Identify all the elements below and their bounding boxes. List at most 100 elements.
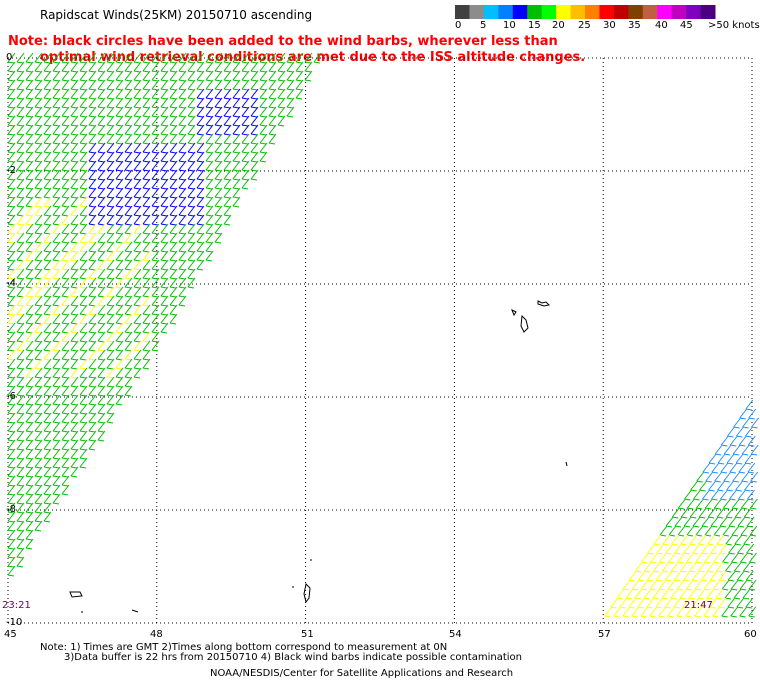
wind-barb	[151, 205, 160, 217]
wind-barb	[142, 313, 151, 325]
wind-barb	[214, 79, 223, 91]
wind-barb	[142, 61, 151, 73]
wind-barb	[719, 543, 728, 555]
wind-barb	[151, 340, 160, 352]
wind-barb	[34, 439, 43, 451]
wind-barb	[169, 169, 178, 181]
wind-barb	[61, 70, 70, 82]
wind-barb	[61, 115, 70, 127]
wind-barb	[88, 106, 97, 118]
wind-barb	[106, 178, 115, 190]
wind-barb	[124, 376, 133, 388]
wind-barb	[25, 385, 34, 397]
wind-barb	[160, 61, 169, 73]
wind-barb	[205, 97, 214, 109]
wind-barb	[741, 444, 750, 456]
colorbar-swatch	[585, 5, 600, 19]
wind-barb	[70, 259, 79, 271]
wind-barb	[16, 385, 25, 397]
wind-barb	[196, 97, 205, 109]
wind-barb	[52, 115, 61, 127]
wind-barb	[97, 322, 106, 334]
wind-barb	[667, 606, 676, 618]
wind-barb	[7, 61, 16, 73]
colorbar-label: 20	[552, 20, 565, 31]
wind-barb	[16, 331, 25, 343]
wind-barb	[16, 349, 25, 361]
wind-barb	[133, 205, 142, 217]
wind-barb	[25, 151, 34, 163]
wind-barb	[740, 498, 749, 510]
wind-barb	[124, 214, 133, 226]
wind-barb	[713, 552, 721, 564]
wind-barb	[277, 88, 286, 100]
colorbar-swatch	[498, 5, 514, 19]
wind-barb	[205, 142, 214, 154]
wind-barb	[686, 498, 695, 510]
wind-barb	[142, 223, 151, 235]
wind-barb	[711, 462, 720, 474]
wind-barb	[187, 88, 196, 100]
wind-barb	[43, 124, 52, 136]
wind-barb	[232, 133, 241, 145]
wind-barb	[43, 187, 52, 199]
wind-barb	[223, 187, 232, 199]
wind-barb	[52, 322, 61, 334]
wind-barb	[286, 70, 295, 82]
wind-barb	[124, 124, 133, 136]
wind-barb	[43, 142, 52, 154]
wind-barb	[196, 70, 205, 82]
wind-barb	[79, 151, 88, 163]
wind-barb	[43, 259, 52, 271]
wind-barb	[43, 349, 52, 361]
wind-barb	[677, 525, 686, 537]
wind-barb	[160, 97, 169, 109]
wind-barb	[205, 79, 214, 91]
wind-barb	[7, 277, 16, 289]
wind-barb	[7, 268, 16, 280]
wind-barb	[70, 313, 79, 325]
wind-barb	[727, 597, 736, 609]
wind-barb	[97, 313, 106, 325]
wind-barb	[677, 552, 685, 564]
wind-barb	[16, 448, 25, 460]
wind-barb	[268, 106, 277, 118]
wind-barb	[707, 561, 715, 573]
wind-barb	[61, 205, 70, 217]
wind-barb	[187, 259, 196, 271]
wind-barb	[169, 313, 178, 325]
wind-barb	[295, 70, 304, 82]
wind-barb	[151, 52, 160, 64]
wind-barb	[79, 286, 88, 298]
wind-barb	[16, 538, 25, 550]
wind-barb	[106, 286, 115, 298]
wind-barb	[196, 169, 205, 181]
wind-barb	[205, 151, 214, 163]
wind-barb	[16, 232, 25, 244]
wind-barb	[178, 250, 187, 262]
wind-barb	[259, 106, 268, 118]
wind-barb	[214, 106, 223, 118]
wind-barb	[704, 552, 712, 564]
wind-barb	[97, 205, 106, 217]
wind-barb	[665, 543, 674, 555]
wind-barb	[259, 79, 268, 91]
wind-barb	[70, 322, 79, 334]
wind-barb	[187, 169, 196, 181]
colorbar-swatch	[671, 5, 687, 19]
wind-barb	[34, 466, 43, 478]
wind-barb	[686, 525, 695, 537]
wind-barb	[268, 61, 277, 73]
wind-barb	[97, 214, 106, 226]
wind-barb	[79, 403, 88, 415]
wind-barb	[16, 322, 25, 334]
wind-barb	[160, 187, 169, 199]
wind-barb	[160, 268, 169, 280]
wind-barb	[106, 403, 115, 415]
wind-barb	[169, 223, 178, 235]
wind-barb	[214, 160, 223, 172]
wind-barb	[115, 268, 124, 280]
wind-barb	[668, 552, 676, 564]
wind-barb	[133, 196, 142, 208]
wind-barb	[34, 421, 43, 433]
